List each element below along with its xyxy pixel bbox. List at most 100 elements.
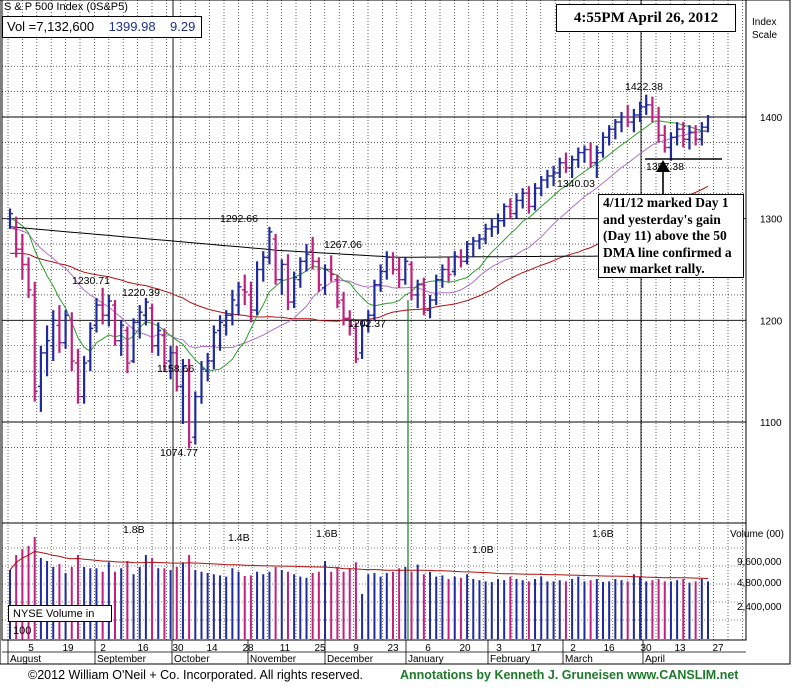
price-bar	[223, 310, 230, 336]
price-bar	[371, 279, 378, 321]
price-bar	[87, 322, 94, 372]
price-bar	[346, 310, 353, 336]
volume-tick-label: 9,600,000	[737, 557, 782, 568]
ma-20-line	[9, 129, 709, 349]
price-bar	[581, 145, 588, 163]
day-tick-label: 13	[674, 643, 686, 654]
month-label: August	[10, 654, 41, 665]
price-bar	[50, 310, 57, 361]
price-bar	[569, 155, 576, 178]
day-tick-label: 2	[100, 643, 106, 654]
day-tick-label: 16	[137, 643, 149, 654]
price-bar	[198, 361, 205, 404]
price-bar	[427, 294, 434, 319]
volume-annotation: 1.4B	[228, 532, 250, 544]
price-bar	[136, 305, 143, 339]
price-bar	[44, 325, 51, 377]
price-bar	[13, 216, 20, 258]
price-bar	[217, 315, 224, 351]
month-label: February	[490, 654, 530, 665]
price-bar	[692, 125, 699, 146]
price-bar	[25, 257, 32, 298]
price-bar	[544, 169, 551, 189]
chart-title: S & P 500 Index (0S&P5)	[4, 1, 128, 13]
volume-tick-label: 2,400,000	[737, 602, 782, 613]
price-bar	[142, 297, 149, 326]
day-tick-label: 11	[280, 643, 291, 654]
price-tick-label: 1300	[760, 215, 783, 226]
grid	[0, 0, 791, 665]
price-bar	[359, 320, 366, 359]
price-bar	[68, 312, 75, 372]
price-annotation: 1202.37	[348, 318, 386, 330]
annotation-line: and yesterday's gain	[603, 211, 721, 227]
price-axis-label-1: Index	[752, 17, 776, 28]
price-bar	[513, 193, 520, 219]
price-bar	[643, 94, 650, 115]
price-bar	[303, 244, 310, 272]
price-bar	[612, 119, 619, 140]
price-bar	[105, 294, 112, 327]
price-bar	[618, 111, 625, 133]
day-tick-label: 19	[62, 643, 74, 654]
price-bar	[254, 261, 261, 316]
price-bar	[389, 252, 396, 275]
annotation-credit: Annotations by Kenneth J. Gruneisen www.…	[400, 668, 739, 682]
volume-ma-line	[9, 550, 709, 579]
decor	[645, 158, 722, 195]
price-change: 9.29	[170, 19, 196, 34]
day-tick-label: 2	[570, 643, 576, 654]
price-bar	[340, 291, 347, 326]
month-label: April	[645, 654, 665, 665]
day-tick-label: 20	[459, 643, 471, 654]
price-bar	[476, 233, 483, 250]
price-tick-label: 1100	[760, 418, 782, 429]
price-bar	[433, 274, 440, 306]
price-bar	[445, 257, 452, 282]
price-bar	[328, 255, 335, 282]
price-tick-label: 1400	[760, 113, 783, 124]
annotation-line: DMA line confirmed a	[603, 244, 732, 260]
price-bar	[501, 203, 508, 227]
day-tick-label: 27	[712, 643, 724, 654]
day-tick-label: 14	[206, 643, 218, 654]
price-bar	[705, 114, 711, 133]
ma-50-line	[9, 185, 709, 322]
price-bar	[149, 304, 156, 353]
price-bar	[37, 345, 44, 412]
volume-annotation: 1.0B	[472, 544, 494, 556]
price-bar	[130, 318, 137, 364]
price-bar	[624, 104, 631, 128]
price-bar	[482, 223, 489, 245]
price-bar	[494, 213, 501, 234]
volume-tick-label: 4,800,000	[737, 578, 782, 589]
price-bar	[315, 257, 322, 292]
price-bar	[488, 218, 495, 237]
price-bar	[210, 325, 217, 370]
price-bar	[247, 281, 254, 323]
quote-header: Vol =7,132,600 1399.98 9.29	[2, 16, 203, 38]
price-bar	[260, 251, 267, 282]
price-bar	[667, 132, 674, 161]
day-tick-label: 3	[496, 643, 502, 654]
price-annotation: 1158.66	[157, 363, 194, 375]
price-bar	[204, 352, 211, 382]
price-bar	[241, 274, 248, 306]
price-bar	[507, 198, 514, 219]
price-bar	[179, 358, 186, 425]
price-bar	[56, 305, 63, 353]
annotation-line: 4/11/12 marked Day 1	[603, 195, 729, 210]
price-bar	[278, 259, 285, 295]
annotation-line: (Day 11) above the 50	[603, 228, 727, 243]
day-tick-label: 30	[640, 643, 652, 654]
price-bar	[93, 297, 100, 333]
price-bar	[457, 249, 464, 268]
copyright: ©2012 William O'Neil + Co. Incorporated.…	[28, 668, 363, 682]
footer: ©2012 William O'Neil + Co. Incorporated.…	[0, 665, 791, 685]
day-tick-label: 17	[530, 643, 542, 654]
volume-readout: Vol =7,132,600	[7, 19, 95, 34]
price-bar	[556, 157, 563, 178]
volume-bars	[9, 537, 709, 639]
price-bar	[297, 257, 304, 288]
